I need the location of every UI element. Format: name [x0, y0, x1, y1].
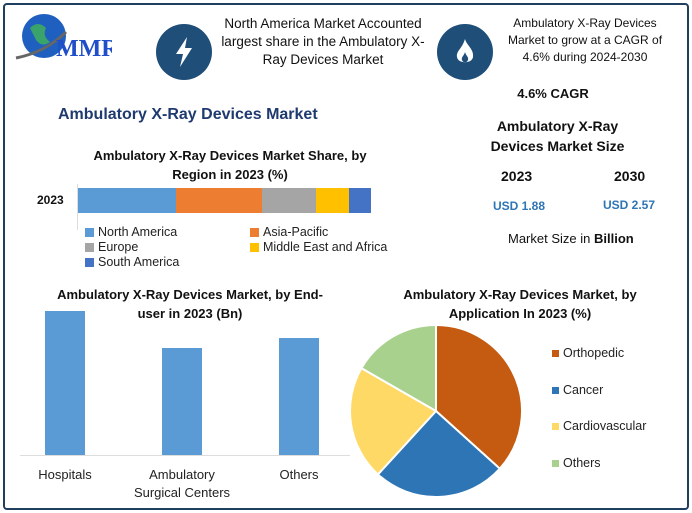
pie-slice-orthopedic — [435, 323, 523, 471]
pie-slice-cardiovascular — [349, 366, 438, 476]
header-right-text: Ambulatory X-Ray Devices Market to grow … — [507, 16, 663, 64]
market-size-unit: Market Size in Billion — [508, 231, 634, 246]
unit-value: Billion — [593, 231, 634, 246]
region-legend: North America Asia-Pacific Europe Middle Ea… — [85, 225, 405, 269]
region-legend-item: Asia-Pacific — [250, 225, 410, 239]
enduser-baseline — [20, 455, 350, 456]
region-legend-item: North America — [85, 225, 250, 239]
legend-swatch — [250, 242, 259, 252]
legend-label: Cardiovascular — [563, 419, 647, 433]
application-legend-item: Others — [552, 456, 646, 493]
legend-swatch — [85, 227, 94, 237]
enduser-category-label: Hospitals — [38, 467, 92, 482]
year-2030: 2030 — [614, 168, 646, 184]
legend-label: Cancer — [563, 382, 604, 397]
application-legend: Orthopedic Cancer Cardiovascular Others — [552, 346, 646, 492]
region-category-label: 2023 — [37, 193, 64, 207]
enduser-category-label: Ambulatory Surgical Centers — [133, 467, 231, 500]
main-title: Ambulatory X-Ray Devices Market — [58, 106, 318, 123]
header-left-text: North America Market Accounted largest s… — [221, 16, 425, 67]
legend-swatch — [552, 459, 559, 467]
year-2023: 2023 — [501, 168, 533, 184]
legend-label: Orthopedic — [563, 346, 625, 360]
enduser-category-label: Others — [279, 467, 319, 482]
lightning-icon — [156, 24, 212, 80]
legend-label: Others — [563, 455, 601, 470]
cagr-label: 4.6% CAGR — [517, 86, 589, 101]
legend-swatch — [85, 242, 94, 252]
value-2030: USD 2.57 — [603, 198, 656, 212]
value-2023: USD 1.88 — [493, 199, 546, 213]
region-legend-item: South America — [85, 255, 250, 269]
application-pie — [349, 323, 523, 498]
region-segment-south-america — [349, 188, 371, 213]
enduser-bar — [162, 348, 202, 455]
unit-prefix: Market Size in — [508, 231, 594, 246]
svg-text:MMR: MMR — [56, 36, 112, 62]
region-segment-north-america — [78, 188, 176, 213]
enduser-bar — [279, 338, 319, 455]
enduser-bar — [45, 311, 85, 455]
region-legend-item: Europe — [85, 240, 250, 254]
legend-label: North America — [98, 225, 178, 239]
region-stacked-bar — [78, 188, 371, 213]
region-segment-asia-pacific — [175, 188, 262, 213]
application-legend-item: Cardiovascular — [552, 419, 646, 456]
application-legend-item: Orthopedic — [552, 346, 646, 383]
legend-swatch — [552, 350, 559, 357]
legend-swatch — [552, 423, 559, 430]
legend-label: Middle East and Africa — [263, 240, 388, 254]
region-segment-europe — [262, 188, 316, 213]
region-chart-title: Ambulatory X-Ray Devices Market Share, b… — [93, 148, 367, 182]
market-size-title: Ambulatory X-Ray Devices Market Size — [490, 118, 625, 154]
flame-icon — [437, 24, 493, 80]
legend-label: Asia-Pacific — [263, 225, 329, 239]
pie-slice-cancer — [376, 409, 502, 498]
region-segment-middle-east-and-africa — [315, 188, 349, 213]
legend-swatch — [85, 257, 94, 267]
mmr-logo: MMR — [12, 10, 119, 65]
application-legend-item: Cancer — [552, 383, 646, 420]
pie-slice-others — [360, 323, 437, 413]
region-legend-item: Middle East and Africa — [250, 240, 410, 254]
application-chart-title: Ambulatory X-Ray Devices Market, by Appl… — [403, 287, 637, 321]
legend-swatch — [552, 386, 559, 394]
region-axis — [77, 184, 78, 230]
legend-label: Europe — [98, 240, 139, 254]
infographic-frame — [3, 3, 689, 510]
legend-swatch — [250, 227, 259, 237]
enduser-chart-title: Ambulatory X-Ray Devices Market, by End-… — [57, 287, 323, 321]
legend-label: South America — [98, 255, 180, 269]
